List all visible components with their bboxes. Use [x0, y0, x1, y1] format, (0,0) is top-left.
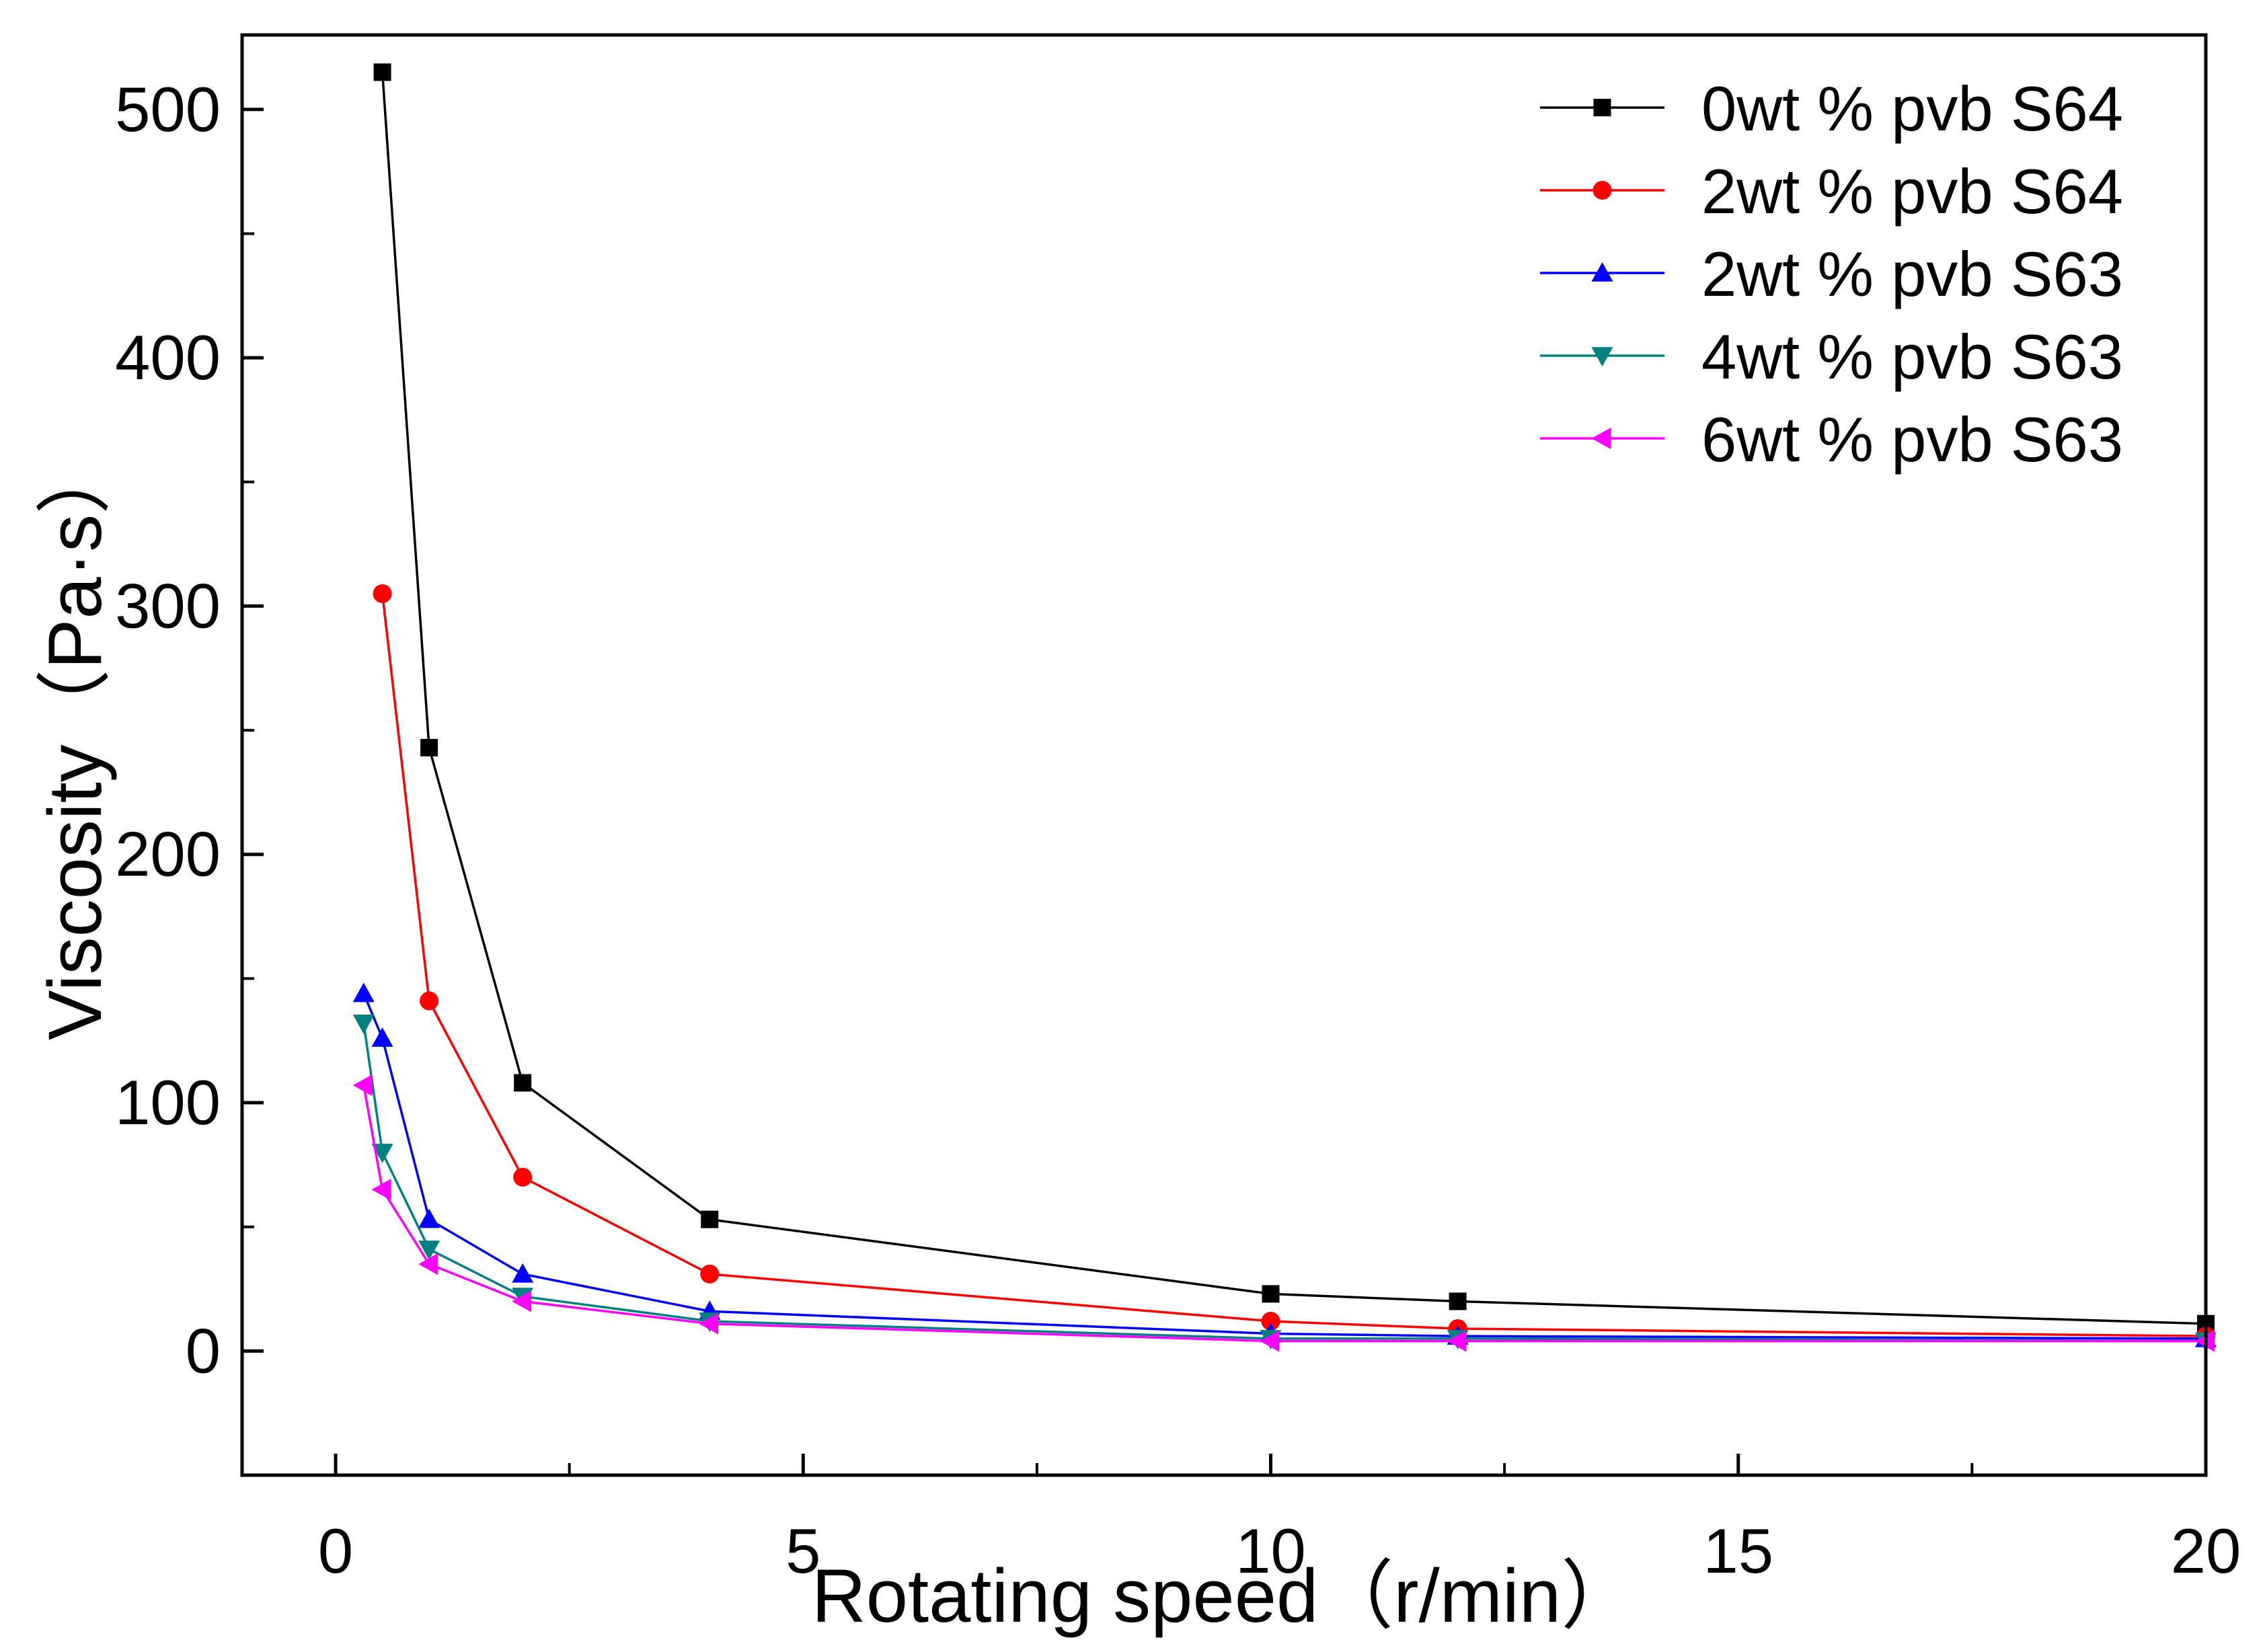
- data-point: [512, 1290, 531, 1312]
- legend-item: 2wt % pvb S64: [1540, 156, 2123, 227]
- data-point: [371, 1027, 393, 1047]
- x-tick-label: 10: [1235, 1516, 1306, 1586]
- y-tick-label: 300: [115, 570, 221, 641]
- x-axis-ticks: 0 5 10 15 20: [318, 1454, 2241, 1586]
- data-point: [418, 1208, 440, 1228]
- data-point: [1260, 1330, 1280, 1352]
- x-axis-label: Rotating speed（r/min）: [812, 1554, 1636, 1638]
- y-tick-label: 200: [115, 819, 221, 890]
- data-point: [352, 1015, 375, 1034]
- series-0: [373, 63, 2215, 1333]
- plot-frame: [240, 33, 2208, 1477]
- data-point: [420, 738, 438, 756]
- data-point: [371, 1179, 391, 1201]
- y-tick-label: 0: [186, 1315, 221, 1386]
- series-line: [381, 593, 2206, 1337]
- series-2: [352, 982, 2217, 1347]
- y-axis-ticks: 0 100 200 300 400 500: [115, 74, 264, 1386]
- series-layer: [352, 63, 2217, 1352]
- data-point: [352, 982, 375, 1002]
- data-point: [373, 584, 392, 603]
- data-point: [1449, 1292, 1467, 1310]
- legend-item: 4wt % pvb S63: [1540, 321, 2123, 392]
- legend-label: 4wt % pvb S63: [1701, 321, 2123, 392]
- x-tick-label: 15: [1703, 1516, 1773, 1586]
- data-point: [1447, 1330, 1467, 1352]
- data-point: [1262, 1285, 1280, 1303]
- data-point: [371, 1144, 393, 1163]
- data-point: [513, 1167, 533, 1187]
- series-1: [373, 584, 2215, 1346]
- legend: 0wt % pvb S64 2wt % pvb S64 2wt % pvb S63 4…: [1540, 73, 2123, 475]
- y-axis-label: Viscosity（Pa·s）: [33, 439, 117, 1040]
- y-tick-label: 400: [115, 322, 221, 393]
- data-point: [1261, 1312, 1280, 1331]
- x-tick-label: 0: [318, 1516, 353, 1586]
- legend-label: 0wt % pvb S64: [1701, 73, 2123, 144]
- x-tick-label: 20: [2171, 1516, 2241, 1586]
- series-3: [352, 1015, 2217, 1352]
- data-point: [512, 1263, 534, 1283]
- series-line: [362, 1085, 2206, 1343]
- legend-item: 2wt % pvb S63: [1540, 239, 2123, 309]
- data-point: [420, 991, 439, 1011]
- minor-ticks: [242, 232, 1974, 1475]
- legend-item: 0wt % pvb S64: [1540, 73, 2123, 144]
- legend-label: 6wt % pvb S63: [1701, 404, 2123, 475]
- data-point: [699, 1312, 719, 1335]
- data-point: [352, 1074, 373, 1097]
- y-tick-label: 100: [115, 1067, 221, 1138]
- series-line: [362, 1023, 2206, 1343]
- legend-item: 6wt % pvb S63: [1540, 404, 2123, 475]
- y-tick-label: 500: [115, 74, 221, 145]
- series-line: [362, 992, 2206, 1340]
- data-point: [373, 63, 391, 81]
- legend-marker: [1591, 347, 1613, 366]
- data-point: [418, 1253, 438, 1275]
- data-point: [418, 1241, 440, 1260]
- legend-marker: [1591, 428, 1611, 449]
- series-4: [352, 1074, 2215, 1352]
- data-point: [514, 1074, 532, 1092]
- legend-label: 2wt % pvb S64: [1701, 156, 2123, 227]
- legend-marker: [1593, 99, 1611, 116]
- legend-marker: [1591, 262, 1613, 282]
- x-tick-label: 5: [785, 1516, 820, 1586]
- legend-label: 2wt % pvb S63: [1701, 239, 2123, 309]
- legend-marker: [1592, 181, 1612, 200]
- data-point: [700, 1264, 720, 1284]
- data-point: [701, 1210, 719, 1228]
